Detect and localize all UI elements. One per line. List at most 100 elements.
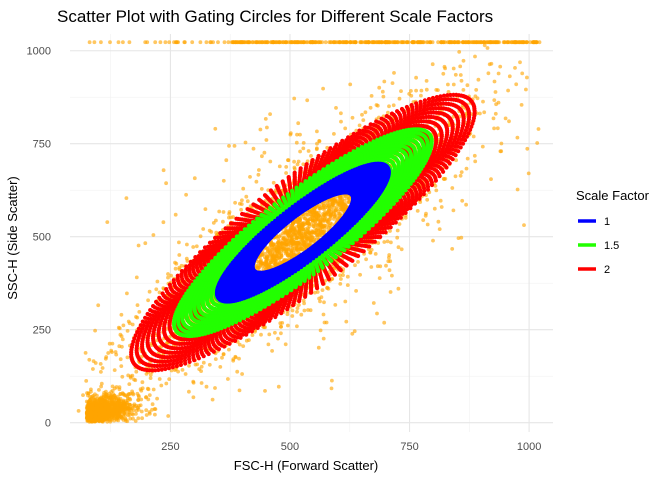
data-point (300, 224, 305, 229)
data-point (358, 272, 362, 277)
data-point (263, 117, 268, 121)
data-point (91, 359, 96, 363)
data-point (310, 230, 315, 235)
data-point (363, 110, 368, 115)
data-point (399, 89, 403, 93)
data-point (433, 184, 438, 188)
data-point (390, 81, 395, 85)
data-point (419, 93, 423, 98)
data-point (298, 149, 302, 154)
data-point (311, 210, 316, 214)
data-point (415, 209, 420, 213)
data-point (494, 102, 498, 107)
data-point (439, 205, 444, 209)
data-point (281, 236, 285, 241)
data-point (91, 367, 95, 371)
data-point (117, 326, 122, 331)
data-point (342, 198, 347, 203)
data-point (292, 159, 296, 164)
data-point (134, 315, 138, 319)
data-point (297, 303, 301, 307)
data-point (473, 94, 478, 99)
data-point (292, 252, 297, 257)
data-point (227, 144, 231, 148)
data-point (315, 290, 320, 294)
data-point (295, 243, 300, 248)
data-point (386, 110, 390, 115)
data-point (499, 149, 504, 154)
data-point (341, 273, 345, 277)
data-point (106, 351, 111, 355)
data-point (354, 289, 358, 293)
data-point (290, 308, 295, 313)
data-point (287, 253, 292, 257)
data-point (107, 341, 112, 346)
data-point (167, 377, 172, 381)
data-point (207, 228, 212, 233)
data-point (264, 138, 269, 142)
data-point (237, 388, 242, 393)
data-point (110, 350, 114, 354)
data-point (486, 71, 491, 76)
data-point (194, 244, 199, 249)
data-point (244, 338, 249, 343)
data-point (251, 146, 256, 151)
data-point (97, 388, 101, 392)
data-point (76, 409, 81, 413)
data-point (409, 89, 413, 93)
data-point (414, 88, 418, 93)
data-point (267, 332, 272, 337)
data-point (403, 216, 408, 220)
data-point (375, 311, 379, 316)
data-point (276, 384, 281, 389)
data-point (423, 213, 428, 218)
data-point (153, 412, 157, 417)
data-point (380, 89, 385, 94)
data-point (299, 235, 304, 240)
data-point (213, 386, 217, 390)
data-point (187, 389, 191, 394)
data-point (294, 140, 299, 145)
data-point (282, 258, 287, 263)
data-point (524, 87, 528, 92)
data-point (499, 141, 504, 146)
data-point (264, 263, 269, 268)
data-point (147, 289, 152, 294)
data-point (226, 377, 230, 381)
data-point (137, 310, 142, 314)
data-point (274, 259, 278, 264)
data-point (263, 260, 268, 264)
data-point (198, 234, 203, 239)
data-point (256, 172, 261, 177)
data-point (276, 336, 280, 341)
data-point (290, 237, 294, 242)
data-point (203, 207, 208, 212)
data-point (482, 110, 487, 115)
data-point (192, 176, 197, 181)
data-point (293, 228, 297, 233)
data-point (126, 373, 131, 378)
data-point (169, 273, 174, 278)
data-point (191, 395, 196, 400)
data-point (224, 158, 229, 163)
data-point (330, 202, 335, 207)
data-point (259, 332, 263, 337)
data-point (210, 397, 215, 402)
data-point (436, 88, 440, 92)
data-point (232, 144, 237, 148)
data-point (276, 255, 281, 260)
data-point (343, 299, 348, 304)
data-point (322, 300, 326, 305)
data-point (284, 165, 289, 169)
data-point (161, 168, 166, 173)
data-point (279, 331, 283, 336)
data-point (324, 320, 329, 325)
data-point (414, 75, 418, 80)
data-point (345, 283, 350, 287)
data-point (325, 201, 330, 206)
data-point (384, 263, 388, 268)
data-point (279, 325, 283, 329)
data-point (231, 357, 236, 361)
data-point (308, 241, 312, 246)
data-point (191, 245, 196, 249)
